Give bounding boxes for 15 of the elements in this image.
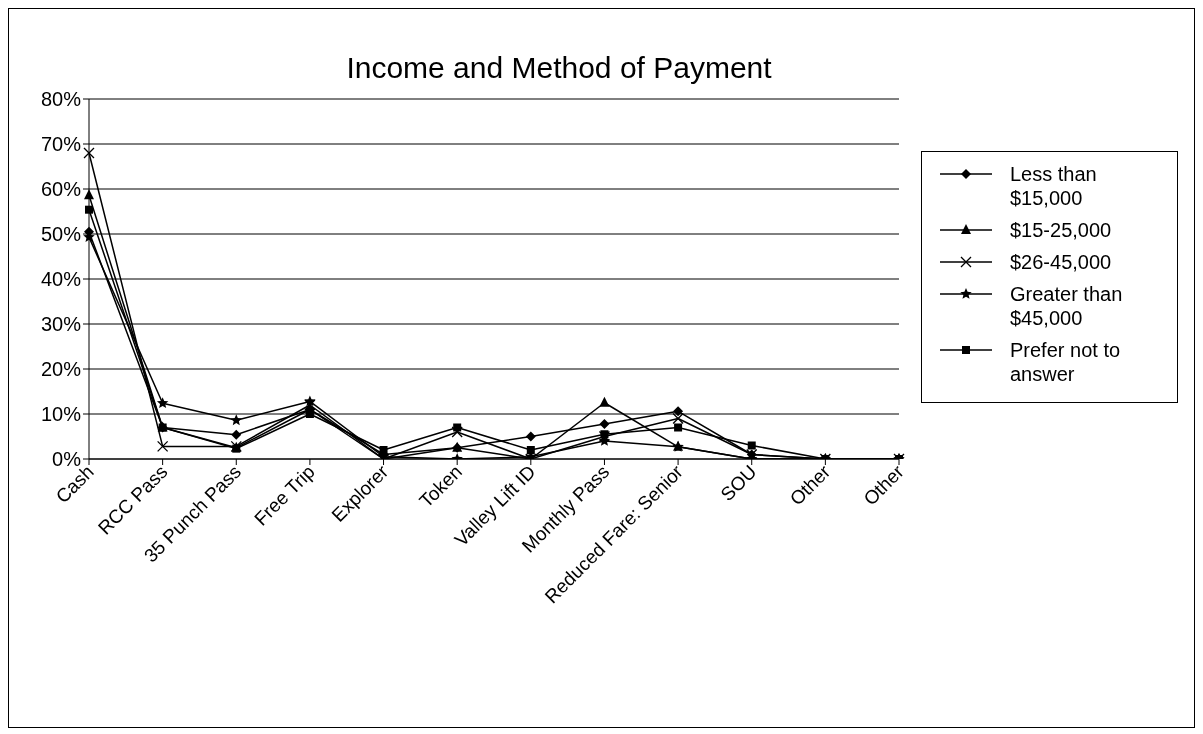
legend-label: Prefer not to answer xyxy=(1010,338,1122,386)
chart-title: Income and Method of Payment xyxy=(345,51,773,85)
legend-label: Greater than $45,000 xyxy=(1010,282,1124,330)
legend-label: Less than $15,000 xyxy=(1010,162,1098,210)
y-tick-label: 70% xyxy=(40,133,82,156)
y-tick-label: 50% xyxy=(40,223,82,246)
y-tick-label: 40% xyxy=(40,268,82,291)
legend-label: $15-25,000 xyxy=(1010,218,1113,242)
x-tick-label: Free Trip xyxy=(250,460,319,530)
legend-label: $26-45,000 xyxy=(1010,250,1113,274)
y-tick-label: 10% xyxy=(40,403,82,426)
y-tick-label: 60% xyxy=(40,178,82,201)
y-tick-label: 20% xyxy=(40,358,82,381)
y-tick-label: 80% xyxy=(40,88,82,111)
y-tick-label: 30% xyxy=(40,313,82,336)
